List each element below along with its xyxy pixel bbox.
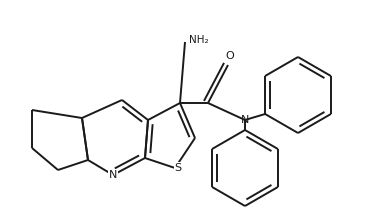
Text: N: N bbox=[109, 170, 117, 180]
Text: NH₂: NH₂ bbox=[189, 35, 209, 45]
Text: N: N bbox=[241, 115, 249, 125]
Text: S: S bbox=[174, 163, 181, 173]
Text: O: O bbox=[226, 51, 234, 61]
